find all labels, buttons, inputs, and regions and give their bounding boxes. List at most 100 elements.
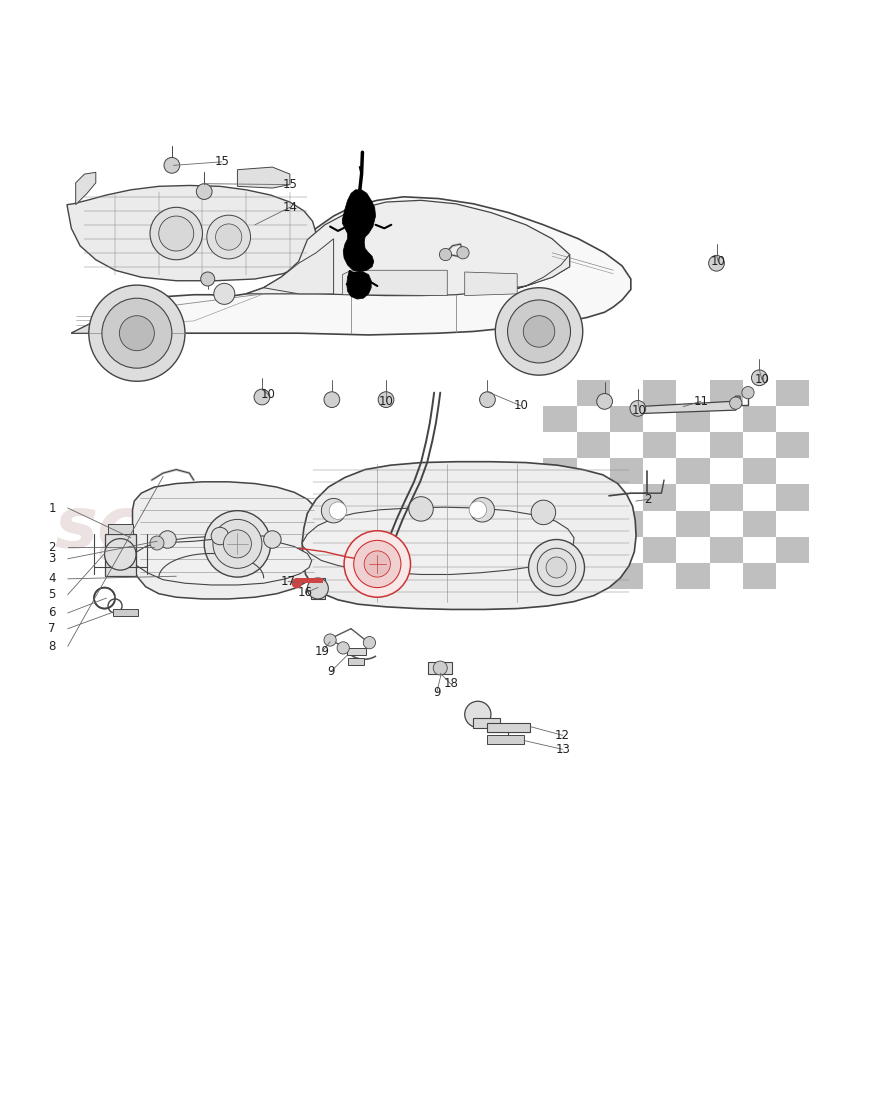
- Circle shape: [596, 394, 612, 409]
- Circle shape: [102, 298, 172, 368]
- Bar: [576, 484, 610, 510]
- Bar: [643, 484, 676, 510]
- Bar: [743, 510, 776, 537]
- Circle shape: [353, 540, 401, 587]
- Text: 14: 14: [282, 201, 297, 213]
- Bar: [610, 510, 643, 537]
- Polygon shape: [346, 271, 371, 299]
- Text: 11: 11: [693, 395, 709, 408]
- Bar: [709, 379, 743, 406]
- Text: 1: 1: [48, 502, 56, 515]
- Circle shape: [433, 661, 447, 675]
- Circle shape: [538, 548, 576, 586]
- Polygon shape: [638, 396, 740, 414]
- Bar: [487, 723, 531, 732]
- Bar: [610, 406, 643, 432]
- Bar: [610, 563, 643, 590]
- Polygon shape: [71, 197, 631, 334]
- Bar: [348, 659, 364, 666]
- Text: 10: 10: [513, 399, 528, 412]
- Circle shape: [324, 392, 339, 407]
- Circle shape: [546, 557, 567, 578]
- Bar: [776, 432, 809, 459]
- Bar: [709, 432, 743, 459]
- Bar: [544, 406, 576, 432]
- Polygon shape: [342, 190, 375, 272]
- Circle shape: [196, 184, 212, 199]
- Circle shape: [89, 285, 185, 382]
- Circle shape: [465, 701, 491, 727]
- Bar: [610, 563, 643, 590]
- Bar: [776, 537, 809, 563]
- Circle shape: [216, 224, 242, 250]
- Circle shape: [742, 386, 754, 399]
- Text: 18: 18: [443, 678, 458, 691]
- Text: 4: 4: [48, 572, 56, 585]
- Bar: [676, 510, 709, 537]
- Bar: [346, 648, 366, 654]
- Text: 10: 10: [632, 404, 647, 417]
- Text: 9: 9: [327, 666, 335, 678]
- Circle shape: [531, 500, 556, 525]
- Text: 10: 10: [379, 395, 394, 408]
- Polygon shape: [360, 271, 447, 296]
- Circle shape: [213, 519, 262, 569]
- Circle shape: [254, 389, 270, 405]
- Bar: [709, 484, 743, 510]
- Bar: [743, 406, 776, 432]
- Circle shape: [480, 392, 496, 407]
- Bar: [544, 459, 576, 484]
- Bar: [676, 459, 709, 484]
- Text: 2: 2: [645, 493, 652, 506]
- Polygon shape: [67, 186, 316, 280]
- Bar: [643, 432, 676, 459]
- Text: 2: 2: [48, 541, 56, 554]
- Circle shape: [378, 392, 394, 407]
- Circle shape: [344, 531, 410, 597]
- Bar: [743, 563, 776, 590]
- Circle shape: [496, 288, 582, 375]
- Bar: [776, 484, 809, 510]
- Bar: [676, 406, 709, 432]
- Bar: [709, 537, 743, 563]
- Text: 3: 3: [48, 552, 56, 565]
- Polygon shape: [302, 462, 636, 609]
- Bar: [743, 406, 776, 432]
- Polygon shape: [264, 239, 333, 294]
- Bar: [776, 537, 809, 563]
- Bar: [488, 735, 524, 744]
- Bar: [643, 537, 676, 563]
- Text: 16: 16: [298, 586, 313, 600]
- Text: 8: 8: [48, 640, 56, 652]
- Circle shape: [329, 502, 346, 519]
- Circle shape: [207, 216, 251, 258]
- Polygon shape: [465, 272, 517, 296]
- Circle shape: [363, 637, 375, 649]
- Text: 17: 17: [281, 575, 296, 589]
- Text: car parts: car parts: [97, 537, 234, 566]
- Bar: [643, 379, 676, 406]
- Bar: [576, 537, 610, 563]
- Circle shape: [214, 284, 235, 305]
- Bar: [676, 406, 709, 432]
- Bar: [576, 432, 610, 459]
- Bar: [428, 662, 453, 674]
- Bar: [643, 484, 676, 510]
- Bar: [610, 510, 643, 537]
- Bar: [108, 524, 132, 535]
- Bar: [743, 459, 776, 484]
- Polygon shape: [302, 507, 574, 574]
- Circle shape: [321, 498, 346, 522]
- Polygon shape: [132, 482, 323, 600]
- Circle shape: [529, 539, 584, 595]
- Polygon shape: [509, 254, 570, 292]
- Bar: [743, 459, 776, 484]
- Text: scuderia: scuderia: [53, 494, 401, 562]
- Circle shape: [150, 536, 164, 550]
- Text: 15: 15: [214, 155, 229, 168]
- Text: 15: 15: [282, 178, 297, 191]
- Bar: [297, 578, 323, 583]
- Bar: [676, 459, 709, 484]
- Text: 5: 5: [48, 588, 56, 601]
- Circle shape: [264, 531, 282, 548]
